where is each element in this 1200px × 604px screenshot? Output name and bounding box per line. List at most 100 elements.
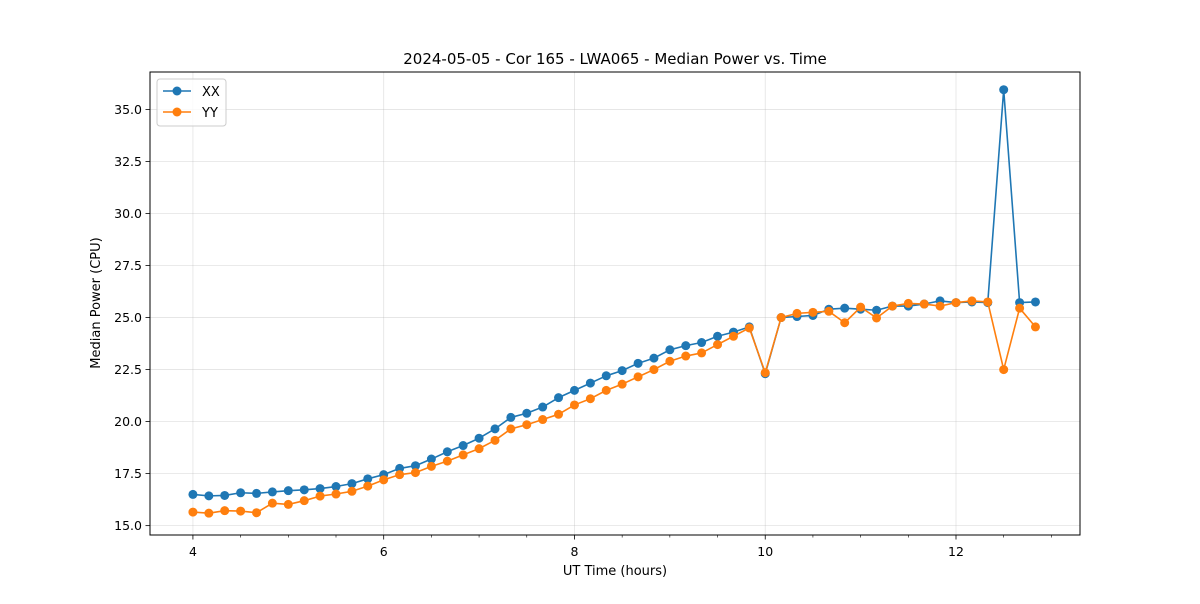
data-point-yy (442, 456, 452, 466)
data-point-xx (442, 447, 452, 457)
data-point-yy (506, 424, 516, 434)
y-axis-ticks: 15.0 17.5 20.0 22.5 25.0 27.5 30.0 32.5 35.0 (114, 102, 150, 533)
x-tick-label: 6 (380, 544, 388, 559)
y-axis-label: Median Power (CPU) (89, 237, 104, 368)
data-point-yy (331, 489, 341, 499)
data-point-yy (856, 302, 866, 312)
data-point-yy (808, 307, 818, 317)
data-point-yy (681, 351, 691, 361)
data-point-yy (554, 409, 564, 419)
y-tick-label: 30.0 (114, 206, 142, 221)
data-point-yy (458, 450, 468, 460)
data-point-xx (236, 488, 246, 498)
data-point-xx (840, 303, 850, 313)
data-point-xx (1030, 297, 1040, 307)
data-point-xx (617, 366, 627, 376)
data-point-xx (283, 486, 293, 496)
data-point-yy (919, 299, 929, 309)
data-point-xx (681, 341, 691, 351)
data-point-yy (872, 313, 882, 323)
legend-label-yy: YY (201, 106, 218, 121)
data-point-yy (299, 496, 309, 506)
data-point-yy (935, 301, 945, 311)
data-point-yy (1015, 303, 1025, 313)
data-point-xx (426, 454, 436, 464)
data-point-yy (951, 298, 961, 308)
data-point-yy (347, 486, 357, 496)
legend: XX YY (156, 78, 227, 127)
data-point-xx (188, 489, 198, 499)
data-point-xx (585, 378, 595, 388)
data-point-yy (792, 308, 802, 318)
y-tick-label: 20.0 (114, 414, 142, 429)
data-point-yy (522, 420, 532, 430)
data-point-yy (776, 313, 786, 323)
data-point-yy (601, 385, 611, 395)
legend-label-xx: XX (202, 85, 220, 100)
legend-marker-yy (172, 107, 182, 117)
data-point-xx (506, 412, 516, 422)
data-point-yy (220, 506, 230, 516)
plot-area-frame (149, 71, 1081, 536)
series-layer (188, 85, 1040, 518)
data-point-yy (236, 506, 246, 516)
data-point-xx (299, 485, 309, 495)
data-point-xx (649, 353, 659, 363)
data-point-xx (474, 433, 484, 443)
x-tick-label: 8 (570, 544, 578, 559)
data-point-yy (252, 508, 262, 518)
data-point-yy (538, 415, 548, 425)
data-point-yy (665, 356, 675, 366)
data-point-yy (713, 340, 723, 350)
data-point-xx (252, 488, 262, 498)
data-point-xx (633, 358, 643, 368)
data-point-yy (379, 475, 389, 485)
y-tick-label: 32.5 (114, 154, 142, 169)
data-point-yy (490, 435, 500, 445)
data-point-xx (713, 331, 723, 341)
data-point-yy (967, 296, 977, 306)
x-tick-label: 12 (948, 544, 964, 559)
data-point-xx (204, 491, 214, 501)
data-point-yy (1030, 322, 1040, 332)
data-point-xx (522, 408, 532, 418)
data-point-yy (204, 508, 214, 518)
data-point-xx (490, 424, 500, 434)
data-point-yy (760, 368, 770, 378)
data-point-yy (363, 481, 373, 491)
data-point-xx (220, 490, 230, 500)
data-point-yy (903, 298, 913, 308)
data-point-xx (538, 402, 548, 412)
data-point-yy (824, 306, 834, 316)
data-point-yy (395, 470, 405, 480)
data-point-xx (554, 393, 564, 403)
y-tick-label: 15.0 (114, 518, 142, 533)
data-point-yy (633, 372, 643, 382)
x-tick-label: 4 (189, 544, 197, 559)
data-point-yy (617, 379, 627, 389)
data-point-yy (999, 365, 1009, 375)
data-point-xx (999, 85, 1009, 95)
data-point-yy (188, 507, 198, 517)
data-point-yy (283, 499, 293, 509)
x-axis-label: UT Time (hours) (563, 564, 667, 579)
data-point-xx (347, 479, 357, 489)
data-point-xx (458, 441, 468, 451)
data-point-yy (426, 461, 436, 471)
y-tick-label: 35.0 (114, 102, 142, 117)
data-point-xx (697, 338, 707, 348)
data-point-xx (569, 385, 579, 395)
legend-marker-xx (172, 86, 182, 96)
x-axis-ticks: 4 6 8 10 12 (189, 535, 1052, 559)
x-tick-label: 10 (757, 544, 773, 559)
data-point-xx (267, 487, 277, 497)
data-point-yy (697, 348, 707, 358)
data-point-yy (728, 331, 738, 341)
data-point-xx (410, 461, 420, 471)
data-point-yy (569, 400, 579, 410)
y-tick-label: 22.5 (114, 362, 142, 377)
y-tick-label: 27.5 (114, 258, 142, 273)
data-point-yy (983, 297, 993, 307)
